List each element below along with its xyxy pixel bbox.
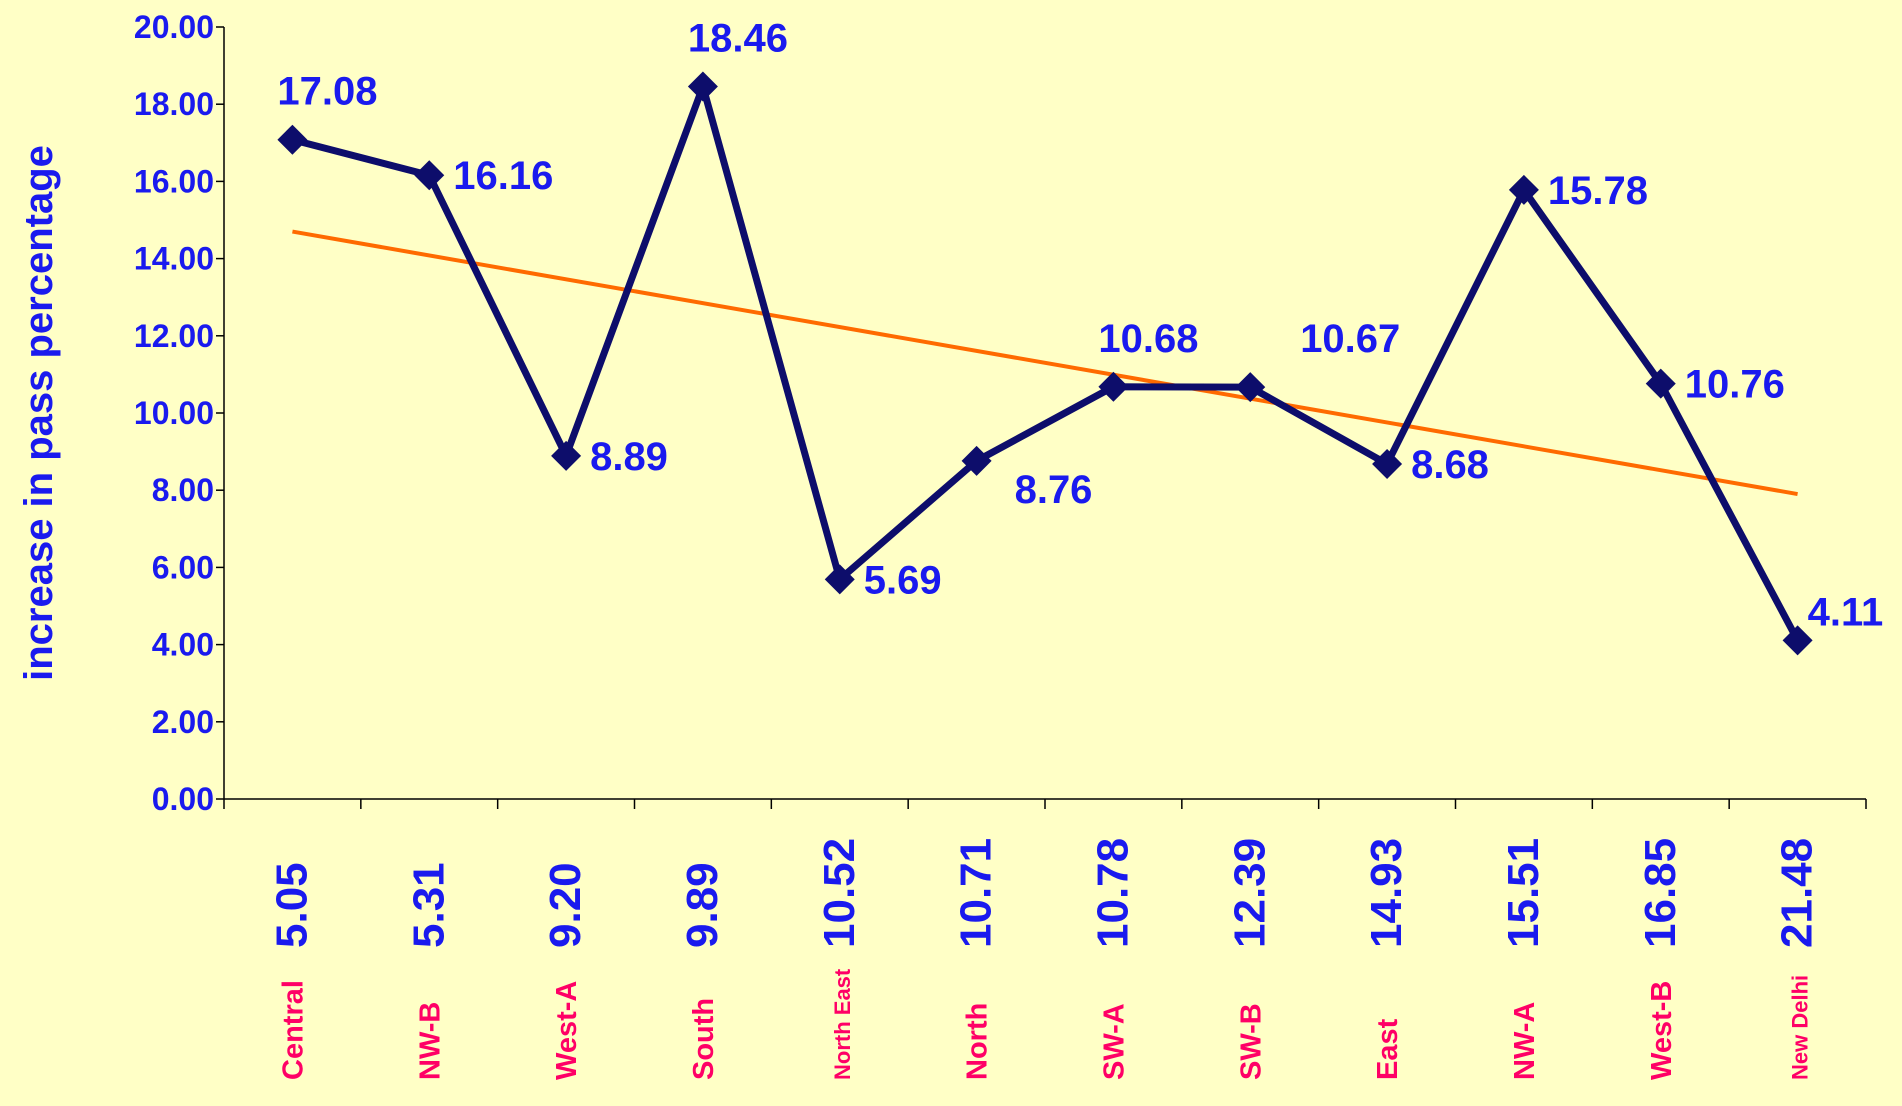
x-tick-number: 5.31 [404, 862, 453, 948]
y-tick-label: 12.00 [134, 318, 214, 354]
data-label: 5.69 [864, 558, 942, 602]
y-tick-label: 10.00 [134, 395, 214, 431]
x-tick-label: West-A [551, 981, 583, 1080]
x-tick-number: 16.85 [1636, 838, 1685, 948]
marker [1098, 371, 1129, 402]
x-tick-number: 15.51 [1499, 838, 1548, 948]
x-tick-number: 9.89 [678, 862, 727, 948]
x-tick-label: South [688, 998, 720, 1080]
x-tick-label: SW-A [1098, 1003, 1130, 1080]
marker [277, 124, 308, 155]
data-label: 8.76 [1015, 468, 1093, 512]
data-label: 15.78 [1548, 169, 1648, 213]
x-tick-number: 10.71 [952, 838, 1001, 948]
x-tick-label: Central [277, 980, 309, 1080]
x-tick-label: North East [830, 968, 855, 1080]
data-label: 10.67 [1300, 317, 1400, 361]
x-tick-label: NW-A [1509, 1002, 1541, 1080]
x-tick-number: 12.39 [1225, 838, 1274, 948]
data-label: 10.68 [1098, 317, 1198, 361]
marker [1235, 372, 1266, 403]
x-tick-number: 21.48 [1773, 838, 1822, 948]
y-tick-label: 20.00 [134, 9, 214, 45]
x-tick-label: West-B [1646, 981, 1678, 1080]
y-tick-label: 14.00 [134, 241, 214, 277]
y-axis-label: increase in pass percentage [17, 145, 61, 681]
x-tick-label: New Delhi [1788, 975, 1813, 1080]
marker [961, 445, 992, 476]
x-tick-number: 10.52 [815, 838, 864, 948]
marker [1782, 625, 1813, 656]
x-tick-label: NW-B [414, 1002, 446, 1080]
y-tick-label: 4.00 [152, 627, 214, 663]
data-label: 10.76 [1685, 363, 1785, 407]
x-tick-label: North [962, 1003, 994, 1080]
x-tick-number: 10.78 [1088, 838, 1137, 948]
x-tick-number: 5.05 [267, 862, 316, 948]
data-label: 8.68 [1411, 443, 1489, 487]
data-label: 17.08 [277, 70, 377, 114]
marker [1372, 448, 1403, 479]
marker [551, 440, 582, 471]
y-tick-label: 2.00 [152, 704, 214, 740]
x-tick-label: SW-B [1235, 1003, 1267, 1080]
data-label: 16.16 [453, 154, 553, 198]
y-tick-label: 8.00 [152, 472, 214, 508]
data-line [291, 82, 1801, 643]
y-tick-label: 0.00 [152, 781, 214, 817]
trendline [292, 229, 1798, 497]
marker [687, 71, 718, 102]
data-label: 18.46 [688, 16, 788, 60]
y-tick-label: 16.00 [134, 163, 214, 199]
y-tick-label: 6.00 [152, 549, 214, 585]
data-label: 8.89 [590, 435, 668, 479]
marker [1508, 174, 1539, 205]
marker [1645, 368, 1676, 399]
x-tick-label: East [1372, 1018, 1404, 1080]
x-tick-number: 9.20 [541, 862, 590, 948]
marker [414, 160, 445, 191]
data-label: 4.11 [1808, 590, 1884, 634]
x-tick-number: 14.93 [1362, 838, 1411, 948]
y-tick-label: 18.00 [134, 86, 214, 122]
marker [824, 564, 855, 595]
